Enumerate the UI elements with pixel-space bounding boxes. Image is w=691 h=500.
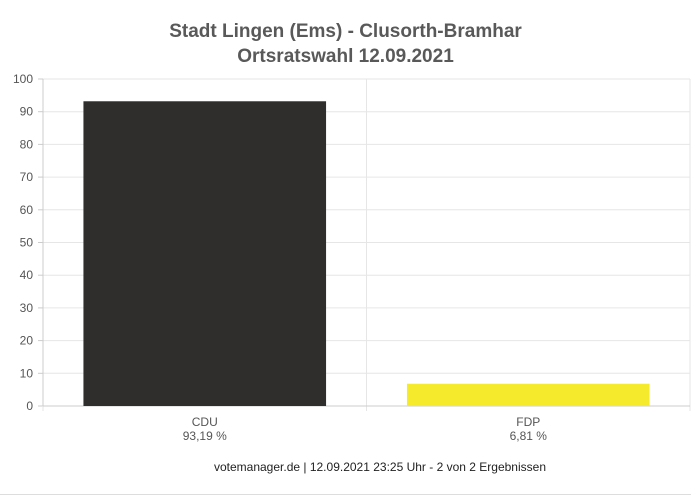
- y-tick-label: 40: [20, 268, 34, 282]
- chart-footer: votemanager.de | 12.09.2021 23:25 Uhr - …: [213, 460, 546, 474]
- y-tick-label: 10: [20, 366, 34, 380]
- chart-title: Stadt Lingen (Ems) - Clusorth-Bramhar: [169, 21, 522, 42]
- y-tick-label: 70: [20, 170, 34, 184]
- bottom-divider: [0, 494, 691, 495]
- chart-subtitle: Ortsratswahl 12.09.2021: [237, 46, 454, 67]
- y-tick-label: 60: [20, 203, 34, 217]
- x-tick-label: CDU: [192, 415, 218, 429]
- y-tick-label: 80: [20, 137, 34, 151]
- y-tick-label: 20: [20, 334, 34, 348]
- bar-value-label: 93,19 %: [183, 429, 227, 443]
- y-tick-label: 50: [20, 236, 34, 250]
- y-tick-label: 0: [26, 399, 33, 413]
- y-tick-label: 90: [20, 105, 34, 119]
- bar-fdp: [406, 383, 650, 406]
- y-tick-label: 100: [13, 72, 33, 86]
- y-tick-label: 30: [20, 301, 34, 315]
- x-tick-label: FDP: [516, 415, 540, 429]
- bar-value-label: 6,81 %: [510, 429, 548, 443]
- bar-cdu: [83, 101, 327, 406]
